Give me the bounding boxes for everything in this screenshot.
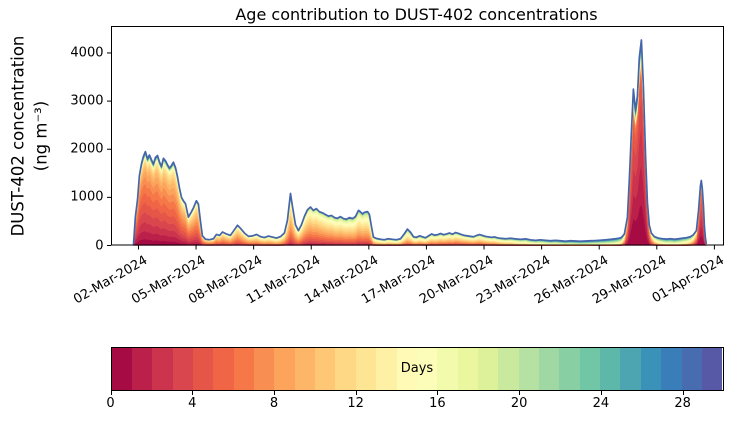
- y-tick-label: 1000: [70, 189, 104, 205]
- colorbar-tick: [110, 391, 112, 395]
- colorbar-tick-label: 12: [347, 396, 364, 411]
- colorbar-cell-26: [640, 348, 662, 390]
- y-axis-label-line1: DUST-402 concentration: [8, 35, 28, 237]
- age-layer-3: [132, 97, 706, 246]
- age-layer-29: [132, 39, 706, 245]
- y-tick-label: 3000: [70, 93, 104, 109]
- y-axis-label-line2: (ng m⁻³): [32, 100, 51, 172]
- age-layer-23: [132, 46, 706, 245]
- colorbar-tick-label: 28: [674, 396, 691, 411]
- colorbar-cell-28: [681, 348, 702, 390]
- colorbar-cell-12: [355, 348, 377, 390]
- colorbar-cell-7: [254, 348, 275, 390]
- colorbar-cell-15: [416, 348, 438, 390]
- age-layer-20: [132, 50, 706, 245]
- plot-area: [106, 26, 724, 250]
- colorbar-tick-label: 8: [269, 396, 279, 411]
- colorbar-cell-19: [498, 348, 519, 390]
- age-layer-28: [132, 41, 706, 245]
- age-layer-8: [132, 63, 706, 246]
- age-layer-26: [132, 43, 706, 245]
- age-layer-15: [132, 55, 706, 245]
- age-layer-14: [132, 56, 706, 245]
- colorbar-cell-11: [335, 348, 356, 390]
- age-layer-24: [132, 45, 706, 245]
- age-layer-16: [132, 54, 706, 245]
- total-envelope-line: [132, 39, 707, 245]
- colorbar: [110, 347, 724, 391]
- colorbar-cell-18: [477, 348, 499, 390]
- colorbar-tick-label: 20: [510, 396, 528, 411]
- chart-title: Age contribution to DUST-402 concentrati…: [235, 5, 598, 24]
- colorbar-cell-9: [294, 348, 316, 390]
- colorbar-cell-24: [600, 348, 621, 390]
- colorbar-tick: [437, 391, 439, 395]
- colorbar-cell-17: [457, 348, 478, 390]
- colorbar-tick-label: 24: [592, 396, 610, 411]
- stacked-area-svg: [106, 26, 724, 250]
- age-layer-4: [132, 79, 706, 246]
- y-tick-label: 2000: [70, 141, 104, 157]
- colorbar-cell-3: [172, 348, 193, 390]
- colorbar-cell-14: [396, 348, 417, 390]
- y-tick-label: 4000: [70, 45, 104, 61]
- age-layer-22: [132, 47, 706, 245]
- colorbar-cell-27: [661, 348, 682, 390]
- colorbar-tick: [355, 391, 357, 395]
- colorbar-tick: [519, 391, 521, 395]
- age-layer-18: [132, 52, 706, 245]
- colorbar-cell-6: [233, 348, 255, 390]
- colorbar-cell-23: [579, 348, 601, 390]
- colorbar-cell-20: [518, 348, 540, 390]
- colorbar-tick: [273, 391, 275, 395]
- age-layer-27: [132, 42, 706, 245]
- axes-spines: [110, 26, 724, 246]
- y-tick-label: 0: [95, 238, 104, 253]
- age-layer-1: [132, 164, 706, 246]
- colorbar-cell-0: [111, 348, 132, 390]
- colorbar-cell-22: [559, 348, 580, 390]
- colorbar-tick: [600, 391, 602, 395]
- colorbar-tick-label: 16: [429, 396, 446, 411]
- age-layer-5: [132, 70, 706, 246]
- colorbar-cell-8: [274, 348, 295, 390]
- colorbar-tick-label: 0: [106, 396, 115, 411]
- colorbar-cell-1: [131, 348, 153, 390]
- age-layer-13: [132, 57, 706, 246]
- colorbar-cell-16: [437, 348, 458, 390]
- colorbar-cell-29: [701, 348, 723, 390]
- age-layer-10: [132, 61, 706, 246]
- age-layer-7: [132, 64, 706, 246]
- colorbar-cell-4: [192, 348, 214, 390]
- colorbar-tick-label: 4: [188, 396, 197, 411]
- age-layer-2: [132, 126, 706, 246]
- age-layer-11: [132, 60, 706, 246]
- colorbar-cell-2: [152, 348, 173, 390]
- colorbar-cell-13: [376, 348, 397, 390]
- age-layer-19: [132, 51, 706, 245]
- colorbar-tick: [682, 391, 684, 395]
- colorbar-cell-10: [315, 348, 336, 390]
- colorbar-tick: [192, 391, 194, 395]
- colorbar-cell-5: [213, 348, 234, 390]
- colorbar-cell-25: [620, 348, 641, 390]
- age-layer-6: [132, 66, 706, 246]
- age-layer-9: [132, 62, 706, 246]
- y-axis-label: DUST-402 concentration (ng m⁻³): [7, 36, 54, 237]
- colorbar-cell-21: [539, 348, 560, 390]
- age-layer-12: [132, 59, 706, 246]
- age-layer-21: [132, 48, 706, 245]
- age-layer-25: [132, 44, 706, 245]
- age-layer-17: [132, 53, 706, 245]
